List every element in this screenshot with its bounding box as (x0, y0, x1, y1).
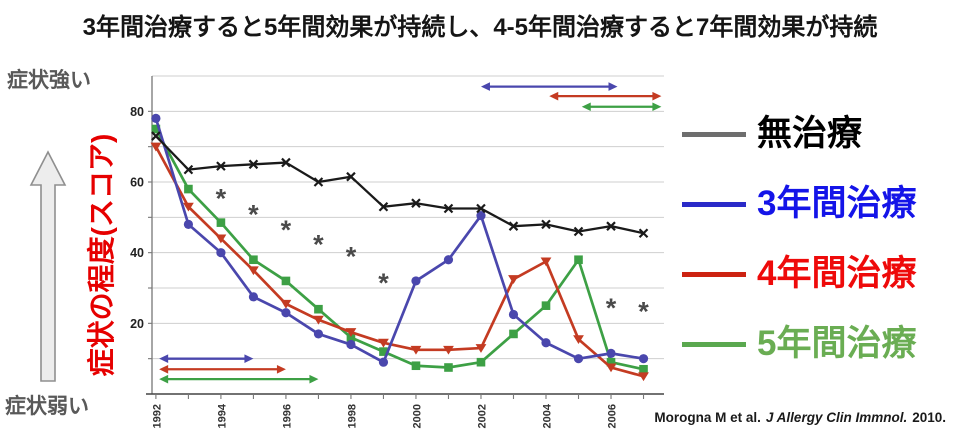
svg-text:1994: 1994 (216, 403, 228, 428)
svg-text:*: * (346, 242, 357, 272)
symptom-strong-label: 症状強い (7, 69, 91, 92)
svg-text:2006: 2006 (607, 404, 619, 428)
svg-text:60: 60 (130, 176, 144, 190)
svg-text:2002: 2002 (476, 404, 488, 428)
svg-text:80: 80 (130, 105, 144, 119)
series-treat-4yr (150, 142, 649, 382)
svg-text:1992: 1992 (151, 404, 163, 428)
citation-year: 2010. (912, 410, 946, 425)
svg-text:*: * (313, 229, 324, 259)
svg-text:*: * (378, 268, 389, 298)
slide-title: 3年間治療すると5年間効果が持続し、4-5年間治療すると7年間効果が持続 (82, 14, 878, 41)
svg-text:2004: 2004 (541, 403, 553, 428)
legend-item-label: 4年間治療 (757, 253, 917, 293)
citation-authors: Morogna M et al. (654, 410, 761, 425)
legend-item-5yr-treatment: 5年間治療 (682, 322, 956, 366)
svg-text:2000: 2000 (411, 404, 423, 428)
legend-item-no-treatment: 無治療 (682, 112, 956, 156)
legend-line-swatch (682, 131, 746, 137)
treatment-duration-arrows (159, 354, 319, 384)
severity-up-arrow-icon (29, 150, 67, 382)
legend-item-label: 5年間治療 (757, 323, 917, 363)
symptom-weak-label: 症状弱い (5, 395, 89, 418)
svg-text:*: * (281, 215, 292, 245)
legend-item-label: 3年間治療 (757, 183, 917, 223)
series-treat-3yr (151, 113, 649, 367)
symptom-score-line-chart: 20 40 60 80 1992 1994 1996 1998 2000 2002 2004 2006… (130, 75, 664, 428)
y-axis-label: 症状の程度(スコア) (86, 133, 117, 377)
effect-persistence-arrows (480, 82, 662, 112)
gridlines (152, 75, 664, 360)
svg-text:40: 40 (130, 246, 144, 260)
series-no-treatment (151, 131, 649, 239)
series-treat-5yr (151, 124, 648, 374)
significance-asterisks: * * * * * * * * (216, 183, 650, 326)
citation-journal: J Allergy Clin Immnol. (765, 410, 908, 425)
svg-text:20: 20 (130, 317, 144, 331)
legend: 無治療 3年間治療 4年間治療 5年間治療 (682, 112, 956, 392)
legend-item-4yr-treatment: 4年間治療 (682, 252, 956, 296)
svg-text:*: * (638, 296, 649, 326)
legend-line-swatch (682, 341, 746, 347)
svg-text:1996: 1996 (281, 404, 293, 428)
legend-line-swatch (682, 201, 746, 207)
legend-line-swatch (682, 271, 746, 277)
svg-text:*: * (216, 183, 227, 213)
svg-text:1998: 1998 (346, 404, 358, 428)
y-tick-labels: 20 40 60 80 (130, 105, 144, 331)
citation: Morogna M et al. J Allergy Clin Immnol. 20… (654, 410, 946, 425)
svg-text:*: * (606, 293, 617, 323)
x-tick-labels: 1992 1994 1996 1998 2000 2002 2004 2006 (151, 403, 618, 428)
legend-item-3yr-treatment: 3年間治療 (682, 182, 956, 226)
svg-text:*: * (248, 199, 259, 229)
legend-item-label: 無治療 (757, 113, 863, 153)
